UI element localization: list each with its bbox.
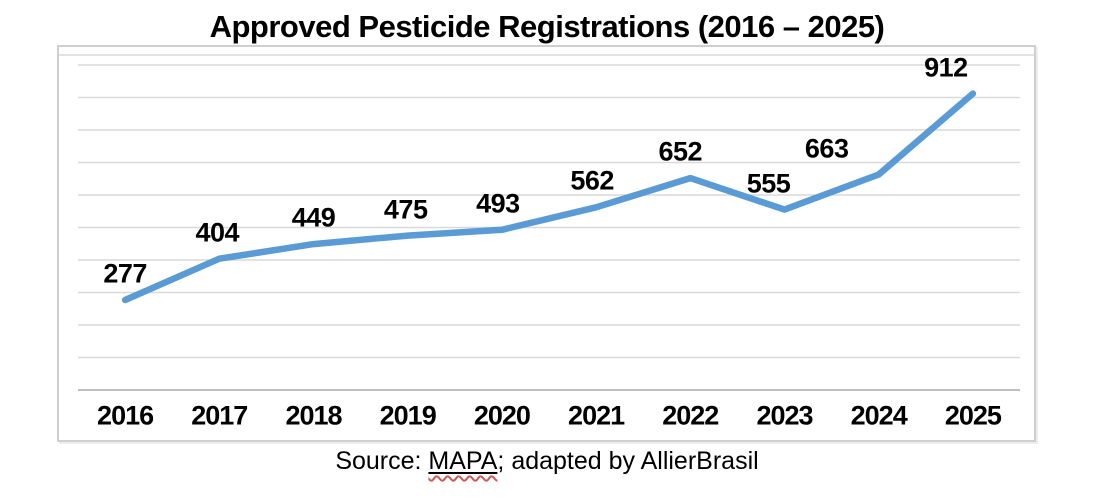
x-axis-label: 2023 <box>756 400 813 431</box>
x-axis-label: 2021 <box>568 400 625 431</box>
source-caption: Source: MAPA; adapted by AllierBrasil <box>0 447 1094 476</box>
data-label: 475 <box>383 194 428 225</box>
chart-frame: 277 404 449 475 493 562 652 555 663 912 2016 2017 20… <box>57 45 1036 442</box>
data-label: 277 <box>103 258 147 289</box>
x-axis-label: 2020 <box>473 400 531 431</box>
data-label: 493 <box>476 188 520 219</box>
x-axis-label: 2016 <box>97 400 154 431</box>
data-label: 449 <box>291 202 336 233</box>
x-axis-label: 2019 <box>379 400 437 431</box>
chart-title: Approved Pesticide Registrations (2016 –… <box>209 9 885 44</box>
data-label: 663 <box>804 133 849 164</box>
data-label: 555 <box>746 168 791 199</box>
source-prefix: Source: <box>335 447 429 475</box>
data-label: 912 <box>924 52 968 83</box>
series-line <box>121 90 977 304</box>
source-underlined-word: MAPA <box>428 447 498 475</box>
source-misspelled-word-wrap: MAPA <box>428 447 497 475</box>
x-axis-label: 2022 <box>662 400 719 431</box>
data-label: 652 <box>658 136 703 167</box>
x-axis-label: 2017 <box>191 400 248 431</box>
x-axis-label: 2025 <box>944 400 1002 431</box>
x-axis-label: 2024 <box>850 400 908 431</box>
source-suffix: ; adapted by AllierBrasil <box>497 447 759 475</box>
data-label: 404 <box>195 217 240 248</box>
line-chart-svg <box>59 54 1034 391</box>
x-axis-label: 2018 <box>285 400 342 431</box>
data-label: 562 <box>570 165 614 196</box>
